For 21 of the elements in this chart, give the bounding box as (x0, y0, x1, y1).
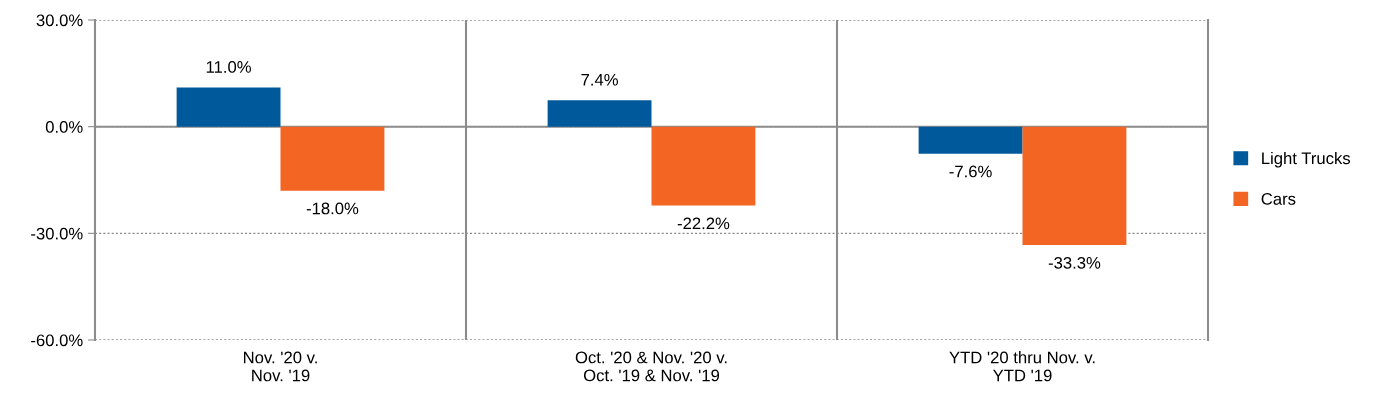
data-label: -18.0% (306, 202, 359, 215)
bar (280, 126, 385, 191)
x-tick-label: Nov. '20 v. Nov. '19 (243, 351, 317, 382)
bar (176, 87, 281, 127)
bar (918, 126, 1023, 154)
y-tick-label: -60.0% (31, 334, 83, 347)
data-label: -22.2% (677, 217, 730, 230)
data-label: 11.0% (206, 61, 251, 73)
legend-label: Cars (1261, 193, 1296, 205)
bar (1022, 126, 1127, 246)
legend-label: Light Trucks (1262, 151, 1351, 168)
x-tick-label: YTD '20 thru Nov. v. YTD '19 (949, 351, 1095, 382)
x-tick-label: Oct. '20 & Nov. '20 v. Oct. '19 & Nov. '19 (575, 351, 727, 382)
y-tick-label: 30.0% (36, 14, 83, 27)
data-label: -7.6% (949, 165, 992, 178)
y-tick-label: -30.0% (31, 227, 83, 240)
bar (651, 126, 756, 206)
data-label: 7.4% (581, 73, 618, 86)
bar (547, 100, 652, 127)
data-label: -33.3% (1048, 256, 1101, 269)
y-tick-label: 0.0% (45, 121, 83, 133)
